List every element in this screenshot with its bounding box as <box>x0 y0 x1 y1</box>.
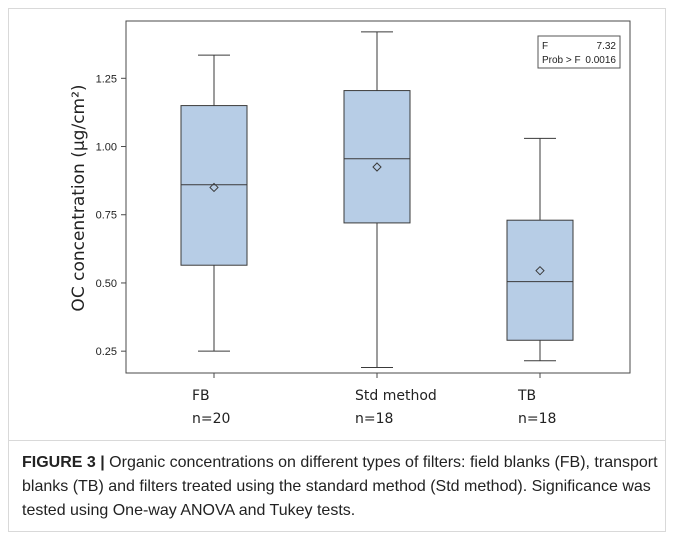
y-axis: 0.25 0.50 0.75 1.00 1.25 <box>96 73 126 358</box>
box-group <box>180 54 248 352</box>
y-tick-label: 0.25 <box>96 346 117 358</box>
mean-marker <box>535 265 545 276</box>
stats-box: F 7.32 Prob > F 0.0016 <box>537 35 621 69</box>
y-tick-label: 1.00 <box>96 142 117 154</box>
stats-p-label: Prob > F <box>542 55 581 66</box>
y-axis-label: OC concentration (µg/cm²) <box>69 84 89 311</box>
boxes <box>180 31 574 369</box>
mean-marker <box>372 162 382 172</box>
stats-p-value: 0.0016 <box>585 55 616 66</box>
stats-f-value: 7.32 <box>597 41 617 52</box>
caption-label: FIGURE 3 | <box>22 454 105 471</box>
iqr-box <box>343 90 411 224</box>
y-tick-label: 0.50 <box>96 278 117 290</box>
y-tick-label: 1.25 <box>96 73 117 85</box>
sample-size-label: n=18 <box>518 411 556 427</box>
box-group <box>506 137 574 362</box>
iqr-box <box>180 105 248 266</box>
figure-caption: FIGURE 3 | Organic concentrations on dif… <box>22 451 658 523</box>
box-plot: 0.25 0.50 0.75 1.00 1.25 FB n=20 Std method n=1… <box>69 20 631 427</box>
category-label: FB <box>192 388 210 404</box>
category-label: TB <box>517 388 536 404</box>
category-label: Std method <box>355 388 437 404</box>
iqr-box <box>506 219 574 341</box>
sample-size-label: n=18 <box>355 411 393 427</box>
mean-marker <box>209 182 219 193</box>
y-tick-label: 0.75 <box>96 210 117 222</box>
box-group <box>343 31 411 369</box>
plot-frame <box>125 20 631 374</box>
caption-divider <box>9 440 665 441</box>
caption-text: Organic concentrations on different type… <box>22 454 658 519</box>
stats-f-label: F <box>542 41 548 52</box>
sample-size-label: n=20 <box>192 411 230 427</box>
x-axis: FB n=20 Std method n=18 TB n=18 <box>192 373 556 427</box>
